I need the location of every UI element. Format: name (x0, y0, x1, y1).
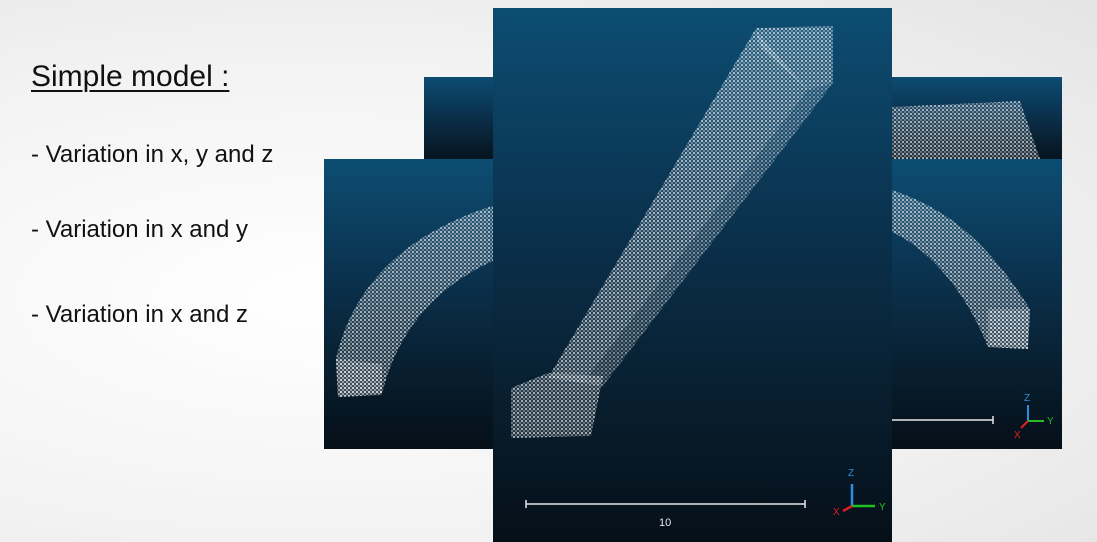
viewport-right: Z Y X (870, 159, 1062, 449)
bullet-xyz: - Variation in x, y and z (31, 141, 274, 168)
axis-y-label: Y (1047, 416, 1054, 427)
point-cloud-incline-side (583, 83, 833, 386)
scale-label: 10 (659, 517, 671, 529)
point-cloud-end-face (336, 359, 382, 397)
point-cloud-bottom-block (511, 373, 603, 438)
axis-x-label: X (833, 507, 840, 518)
point-cloud-curve (336, 204, 509, 397)
viewport-main: 10 Z Y X (493, 8, 892, 542)
axis-x-label: X (1014, 430, 1021, 441)
axis-triad-icon: Z Y X (833, 468, 886, 518)
bullet-xz: - Variation in x and z (31, 301, 248, 328)
point-cloud-end-face (988, 309, 1030, 349)
axis-z-label: Z (1024, 393, 1030, 404)
slide-title: Simple model : (31, 60, 230, 93)
point-cloud-incline (548, 30, 808, 383)
viewport-left (324, 159, 524, 449)
point-cloud-top-block (755, 26, 833, 90)
point-cloud-top-face (890, 101, 1040, 159)
viewport-back-right (870, 77, 1062, 167)
axis-y-label: Y (879, 502, 886, 513)
axis-z-label: Z (848, 468, 854, 479)
bullet-xy: - Variation in x and y (31, 216, 248, 243)
axis-triad-icon: Z Y X (1014, 393, 1054, 441)
